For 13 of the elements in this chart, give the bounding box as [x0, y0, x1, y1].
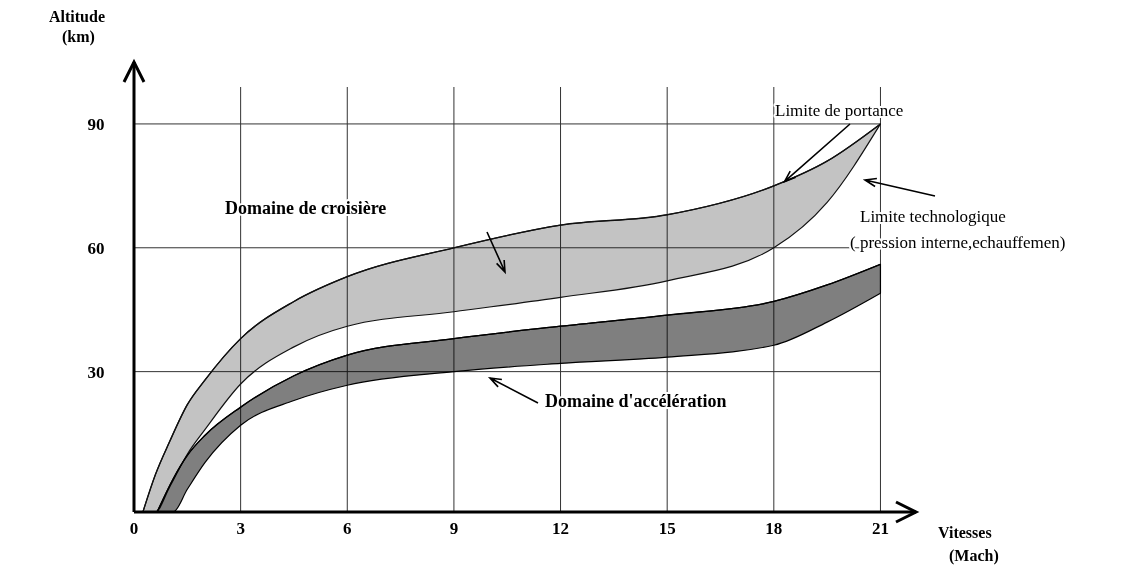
x-tick-label: 0 — [129, 519, 139, 538]
y-tick-label: 90 — [87, 114, 105, 134]
x-axis-title: Vitesses (Mach) — [938, 524, 999, 565]
x-tick-label: 12 — [552, 519, 570, 538]
x-tick-label: 21 — [871, 519, 889, 538]
x-tick-label: 6 — [343, 519, 352, 538]
y-tick-label: 60 — [87, 238, 105, 258]
x-tick-label: 9 — [449, 519, 459, 538]
x-tick-label: 15 — [658, 519, 676, 538]
x-tick-label: 18 — [765, 519, 783, 538]
y-axis-title: Altitude (km) — [49, 8, 105, 46]
x-tick-label: 3 — [236, 519, 245, 538]
y-tick-label: 30 — [87, 362, 105, 382]
